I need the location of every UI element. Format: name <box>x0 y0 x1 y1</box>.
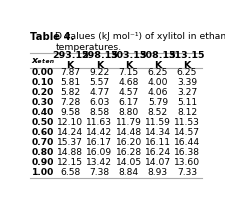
Text: 14.57: 14.57 <box>173 128 199 137</box>
Text: xₑₜₑₙ: xₑₜₑₙ <box>31 56 54 65</box>
Text: 0.50: 0.50 <box>32 118 54 127</box>
Text: 4.77: 4.77 <box>89 88 109 97</box>
Text: D values (kJ mol⁻¹) of xylitol in ethanol + water co-solvent mixtures at several: D values (kJ mol⁻¹) of xylitol in ethano… <box>55 32 225 52</box>
Text: 7.33: 7.33 <box>176 168 196 177</box>
Text: 4.68: 4.68 <box>118 78 138 87</box>
Text: 3.27: 3.27 <box>176 88 196 97</box>
Text: 16.11: 16.11 <box>144 138 170 147</box>
Text: 7.28: 7.28 <box>60 98 80 107</box>
Text: 6.17: 6.17 <box>118 98 138 107</box>
Text: 16.24: 16.24 <box>144 148 170 157</box>
Text: 11.59: 11.59 <box>144 118 170 127</box>
Text: 5.79: 5.79 <box>147 98 167 107</box>
Text: 14.05: 14.05 <box>115 158 141 167</box>
Text: 14.34: 14.34 <box>144 128 170 137</box>
Text: 4.00: 4.00 <box>147 78 167 87</box>
Text: 8.12: 8.12 <box>176 108 196 117</box>
Text: 8.80: 8.80 <box>118 108 138 117</box>
Text: 0.40: 0.40 <box>32 108 54 117</box>
Text: 0.80: 0.80 <box>32 148 54 157</box>
Text: 7.38: 7.38 <box>89 168 109 177</box>
Text: 16.28: 16.28 <box>115 148 141 157</box>
Text: 16.09: 16.09 <box>86 148 112 157</box>
Text: 3.39: 3.39 <box>176 78 196 87</box>
Text: 16.20: 16.20 <box>115 138 141 147</box>
Text: 4.06: 4.06 <box>147 88 167 97</box>
Text: 8.52: 8.52 <box>147 108 167 117</box>
Text: 1.00: 1.00 <box>32 168 54 177</box>
Text: 13.42: 13.42 <box>86 158 112 167</box>
Text: 8.84: 8.84 <box>118 168 138 177</box>
Text: 6.25: 6.25 <box>176 68 196 77</box>
Text: 14.48: 14.48 <box>115 128 141 137</box>
Text: 14.24: 14.24 <box>57 128 83 137</box>
Text: 5.11: 5.11 <box>176 98 196 107</box>
Text: 0.90: 0.90 <box>32 158 54 167</box>
Text: 7.87: 7.87 <box>60 68 80 77</box>
Text: 9.22: 9.22 <box>89 68 109 77</box>
Text: 0.00: 0.00 <box>32 68 54 77</box>
Text: 0.10: 0.10 <box>32 78 54 87</box>
Text: 293.15
K: 293.15 K <box>52 51 88 70</box>
Text: 4.57: 4.57 <box>118 88 138 97</box>
Text: 7.15: 7.15 <box>118 68 138 77</box>
Text: 9.58: 9.58 <box>60 108 80 117</box>
Text: 0.20: 0.20 <box>32 88 54 97</box>
Text: 5.82: 5.82 <box>60 88 80 97</box>
Text: 5.81: 5.81 <box>60 78 80 87</box>
Text: 12.10: 12.10 <box>57 118 83 127</box>
Text: 298.15
K: 298.15 K <box>81 51 117 70</box>
Text: 16.44: 16.44 <box>173 138 199 147</box>
Text: 0.70: 0.70 <box>32 138 54 147</box>
Text: Table 4.: Table 4. <box>30 32 74 42</box>
Text: 11.79: 11.79 <box>115 118 141 127</box>
Text: 13.60: 13.60 <box>173 158 199 167</box>
Text: 11.53: 11.53 <box>173 118 199 127</box>
Text: 14.42: 14.42 <box>86 128 112 137</box>
Text: 11.63: 11.63 <box>86 118 112 127</box>
Text: 308.15
K: 308.15 K <box>139 51 175 70</box>
Text: 6.03: 6.03 <box>89 98 109 107</box>
Text: 0.30: 0.30 <box>32 98 54 107</box>
Text: 12.15: 12.15 <box>57 158 83 167</box>
Text: 8.58: 8.58 <box>89 108 109 117</box>
Text: 0.60: 0.60 <box>32 128 54 137</box>
Text: 303.15
K: 303.15 K <box>110 51 146 70</box>
Text: 16.38: 16.38 <box>173 148 199 157</box>
Text: 16.17: 16.17 <box>86 138 112 147</box>
Text: 6.25: 6.25 <box>147 68 167 77</box>
Text: 313.15
K: 313.15 K <box>168 51 204 70</box>
Text: 14.88: 14.88 <box>57 148 83 157</box>
Text: 6.58: 6.58 <box>60 168 80 177</box>
Text: 8.93: 8.93 <box>147 168 167 177</box>
Text: 15.37: 15.37 <box>57 138 83 147</box>
Text: 14.07: 14.07 <box>144 158 170 167</box>
Text: 5.57: 5.57 <box>89 78 109 87</box>
